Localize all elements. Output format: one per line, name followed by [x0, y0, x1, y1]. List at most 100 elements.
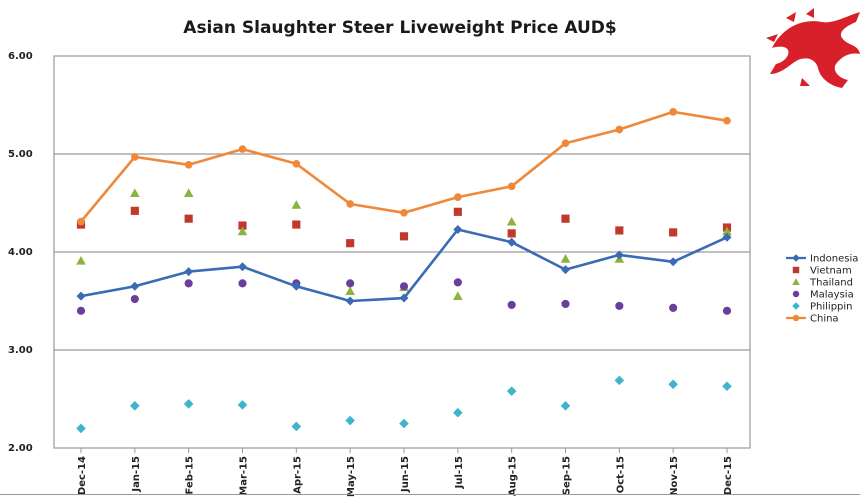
philippines-point — [614, 375, 625, 386]
legend-label: Philippin — [810, 302, 853, 313]
china-point — [77, 217, 85, 226]
x-tick-label: Apr-15 — [292, 456, 303, 494]
x-axis-ticks: Dec-14 Jan-15 Feb-15 Mar-15 Apr-15 May-15 Jun-… — [77, 448, 734, 497]
china-line — [80, 110, 728, 223]
indonesia-point — [345, 296, 355, 306]
legend-marker — [792, 314, 800, 322]
indonesia-point — [614, 250, 624, 260]
legend-label: Malaysia — [810, 290, 854, 301]
y-tick-label: 2.00 — [8, 443, 33, 454]
x-tick-label: May-15 — [346, 456, 357, 497]
thailand-point — [183, 188, 194, 198]
x-tick-label: Jul-15 — [454, 456, 465, 489]
x-tick-label: Dec-14 — [77, 456, 88, 495]
legend-marker — [792, 290, 800, 298]
china-point — [292, 159, 301, 168]
china-point — [184, 160, 193, 169]
malaysia-point — [238, 279, 247, 288]
china-point — [131, 153, 139, 161]
vietnam-point — [238, 221, 247, 230]
vietnam-point — [615, 226, 624, 235]
philippines-point — [183, 399, 194, 409]
vietnam-point — [669, 228, 678, 237]
legend-label: Indonesia — [810, 254, 858, 265]
chart-title: Asian Slaughter Steer Liveweight Price A… — [183, 18, 617, 38]
y-tick-label: 3.00 — [8, 345, 33, 356]
y-axis-ticks: 6.00 5.00 4.00 3.00 2.00 — [8, 51, 33, 454]
indonesia-point — [130, 281, 140, 291]
vietnam-point — [561, 214, 570, 223]
philippines-point — [506, 386, 517, 396]
series-layer — [76, 108, 732, 434]
legend-marker — [792, 254, 800, 262]
indonesia-point — [668, 257, 678, 267]
china-point — [723, 116, 731, 125]
bottom-rule — [0, 494, 860, 495]
x-tick-label: Aug-15 — [508, 456, 519, 496]
thailand-point — [345, 286, 355, 296]
malaysia-point — [669, 303, 678, 312]
thailand-point — [506, 216, 517, 226]
legend-item-indonesia: Indonesia — [786, 254, 858, 265]
indonesia-point — [453, 224, 463, 234]
thailand-point — [291, 200, 302, 209]
y-tick-label: 5.00 — [8, 149, 33, 160]
x-tick-label: Dec-15 — [723, 456, 734, 495]
malaysia-point — [184, 279, 193, 288]
philippines-point — [291, 421, 302, 432]
indonesia-point — [291, 281, 301, 291]
indonesia-point — [184, 267, 194, 277]
malaysia-point — [453, 278, 462, 287]
china-point — [238, 145, 247, 153]
china-point — [615, 125, 624, 134]
china-point — [561, 139, 570, 148]
indonesia-point — [238, 262, 247, 272]
legend-item-china: China — [786, 314, 839, 325]
indonesia-point — [722, 232, 732, 242]
malaysia-point — [130, 294, 139, 304]
x-tick-label: Feb-15 — [185, 456, 196, 494]
indonesia-point — [561, 265, 570, 275]
philippines-point — [345, 415, 355, 426]
philippines-point — [237, 400, 248, 410]
x-tick-label: Mar-15 — [239, 456, 250, 496]
y-tick-label: 4.00 — [8, 247, 33, 258]
legend-item-vietnam: Vietnam — [792, 266, 852, 277]
x-tick-label: Jun-15 — [400, 456, 411, 493]
indonesia-point — [399, 293, 409, 303]
china-point — [346, 200, 354, 208]
malaysia-point — [615, 301, 624, 310]
legend-marker — [792, 302, 800, 310]
x-tick-label: Oct-15 — [615, 456, 626, 493]
legend-item-philippines: Philippin — [792, 302, 853, 313]
legend-label: Vietnam — [810, 266, 852, 277]
series-philippines — [76, 375, 732, 434]
series-china — [77, 108, 731, 226]
legend-marker — [792, 278, 800, 286]
malaysia-point — [507, 300, 516, 310]
x-tick-label: Nov-15 — [669, 456, 680, 496]
thailand-point — [76, 256, 86, 265]
malaysia-point — [722, 306, 732, 315]
indonesia-point — [507, 237, 517, 247]
malaysia-point — [76, 306, 86, 315]
philippines-point — [560, 401, 571, 411]
vietnam-point — [346, 239, 355, 248]
thailand-point — [453, 291, 463, 300]
legend-item-malaysia: Malaysia — [792, 290, 854, 301]
vietnam-point — [399, 232, 409, 241]
philippines-point — [76, 423, 86, 434]
indonesia-point — [76, 291, 86, 301]
malaysia-point — [399, 282, 409, 291]
philippines-point — [130, 401, 140, 411]
china-point — [669, 108, 677, 116]
china-point — [400, 208, 408, 217]
vietnam-point — [184, 214, 193, 223]
thailand-point — [560, 254, 571, 263]
philippines-point — [453, 407, 463, 418]
legend-item-thailand: Thailand — [792, 278, 853, 289]
philippines-point — [722, 381, 732, 392]
malaysia-point — [346, 279, 355, 288]
y-tick-label: 6.00 — [8, 51, 33, 62]
